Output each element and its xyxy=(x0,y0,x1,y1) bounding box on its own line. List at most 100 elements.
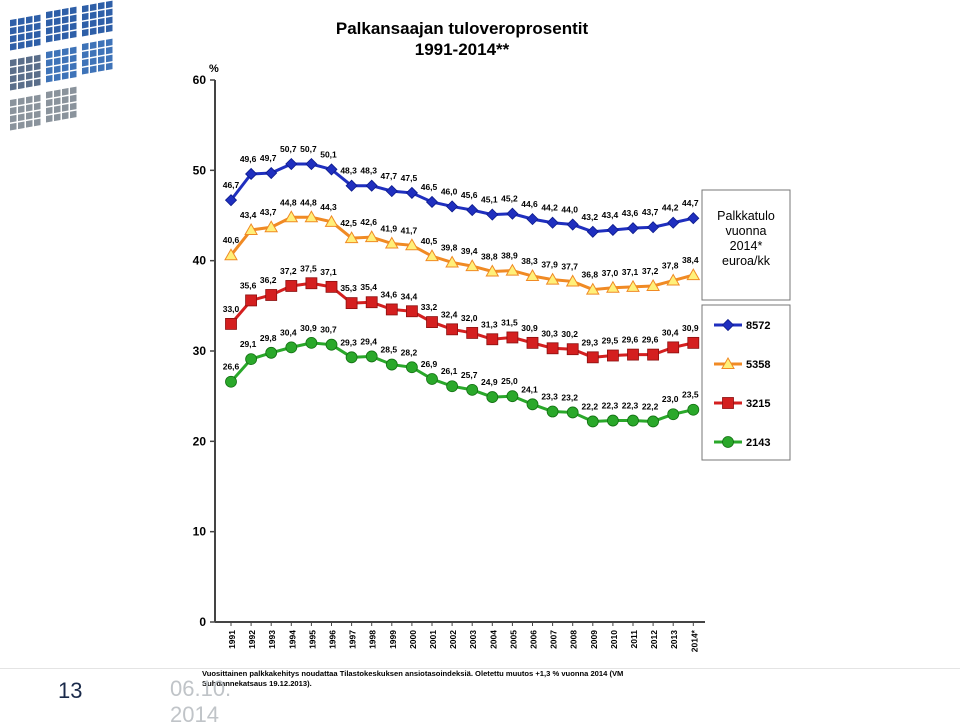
page-number: 13 xyxy=(58,678,83,703)
data-point-triangle xyxy=(606,280,620,293)
logo-tile-cell xyxy=(34,38,41,47)
data-label: 44,2 xyxy=(662,203,679,213)
data-point-square xyxy=(486,333,499,346)
logo-tile-cell xyxy=(62,32,69,40)
data-label: 39,8 xyxy=(441,242,458,252)
logo-tile-cell xyxy=(10,66,17,75)
data-label: 30,2 xyxy=(561,329,578,339)
data-label: 29,4 xyxy=(360,336,377,346)
logo-tile-cell xyxy=(62,48,69,56)
data-label: 33,0 xyxy=(223,304,240,314)
x-tick-label: 2012 xyxy=(649,630,659,649)
data-point-square xyxy=(667,341,680,354)
logo-tile-cell xyxy=(70,94,77,103)
data-label: 22,2 xyxy=(582,401,599,411)
logo-tile-cell xyxy=(18,97,25,106)
data-point-circle xyxy=(385,358,398,371)
logo-tile-cell xyxy=(106,24,113,33)
data-label: 37,2 xyxy=(642,266,659,276)
data-point-square xyxy=(607,349,619,362)
logo-tile-cell xyxy=(46,114,53,123)
y-tick-label: 10 xyxy=(193,525,207,539)
data-point-square xyxy=(722,397,734,409)
data-point-square xyxy=(546,342,559,355)
data-point-square xyxy=(526,336,539,349)
data-label: 47,5 xyxy=(401,173,418,183)
data-point-square xyxy=(426,316,438,328)
logo-tile-cell xyxy=(70,102,77,111)
logo-tile-cell xyxy=(82,28,89,37)
chart-footnote: Suhdannekatsaus 19.12.2013). xyxy=(202,679,312,688)
data-point-triangle xyxy=(264,220,279,233)
logo-tile-cell xyxy=(26,16,33,24)
logo-tile-cell xyxy=(90,11,97,20)
logo-tile-cell xyxy=(70,54,77,63)
logo-tile-cell xyxy=(18,113,25,122)
logo-tile-cell xyxy=(54,89,61,98)
data-point-diamond xyxy=(606,223,619,237)
data-point-square xyxy=(687,336,700,349)
data-label: 49,6 xyxy=(240,154,257,164)
logo-tile-cell xyxy=(18,25,25,34)
logo-tile-cell xyxy=(98,18,105,26)
logo-tile-cell xyxy=(10,82,17,91)
logo-tile-cell xyxy=(90,65,97,74)
data-point-triangle xyxy=(364,230,379,243)
data-point-diamond xyxy=(405,186,418,199)
data-label: 26,6 xyxy=(223,362,240,372)
logo-tile-cell xyxy=(82,58,89,67)
data-point-diamond xyxy=(365,179,378,192)
data-point-diamond xyxy=(566,218,579,231)
x-tick-label: 2005 xyxy=(508,630,518,649)
data-point-diamond xyxy=(687,212,700,225)
logo-tile-cell xyxy=(82,4,89,13)
data-label: 38,9 xyxy=(501,251,518,261)
logo-tile-cell xyxy=(34,14,41,23)
logo-tile-cell xyxy=(26,56,33,64)
logo-tile-cell xyxy=(54,113,61,122)
data-point-square xyxy=(405,305,418,318)
data-point-circle xyxy=(245,353,258,366)
data-label: 26,9 xyxy=(421,359,438,369)
y-tick-label: 40 xyxy=(193,254,207,268)
data-label: 48,3 xyxy=(360,166,377,176)
logo-tile-cell xyxy=(70,14,77,23)
logo-tile-cell xyxy=(98,64,105,72)
logo-tile-cell xyxy=(70,70,77,79)
data-label: 45,6 xyxy=(461,190,478,200)
data-point-circle xyxy=(486,391,499,403)
data-point-triangle xyxy=(304,210,319,223)
data-label: 26,1 xyxy=(441,366,458,376)
data-label: 49,7 xyxy=(260,153,277,163)
legend-entry-label: 2143 xyxy=(746,437,770,449)
x-tick-label: 1997 xyxy=(348,630,358,649)
data-point-triangle xyxy=(585,282,600,295)
series-5358: 40,643,4 43,744,8 44,8 44,342,5 42,641,9 41,7… xyxy=(223,197,701,295)
logo-tile-cell xyxy=(34,102,41,111)
logo-tile-cell xyxy=(82,50,89,59)
logo-tile-cell xyxy=(90,57,97,66)
logo-tile-cell xyxy=(54,57,61,66)
data-label: 25,0 xyxy=(501,376,518,386)
logo-tile-cell xyxy=(18,73,25,82)
data-point-triangle xyxy=(284,210,299,223)
data-point-diamond xyxy=(486,208,499,221)
data-point-square xyxy=(245,294,258,307)
data-point-diamond xyxy=(466,204,479,217)
logo-tile-cell xyxy=(46,58,53,67)
chart-footnote: Vuosittainen palkkakehitys noudattaa Til… xyxy=(202,669,623,678)
data-point-diamond xyxy=(224,194,238,207)
data-point-square xyxy=(365,296,378,309)
logo-tile xyxy=(82,0,113,37)
data-label: 23,5 xyxy=(682,390,699,400)
logo-tile-cell xyxy=(54,97,61,106)
data-point-square xyxy=(225,317,237,330)
logo-tile-cell xyxy=(90,27,97,36)
legend-title-line: vuonna xyxy=(725,224,766,238)
legend-title-line: 2014* xyxy=(730,239,763,253)
data-point-circle xyxy=(566,406,579,419)
data-point-circle xyxy=(426,373,438,385)
series-3215: 33,035,636,237,2 37,5 37,135,3 35,434,6 34,4… xyxy=(223,263,700,364)
logo-tile-cell xyxy=(106,16,113,25)
